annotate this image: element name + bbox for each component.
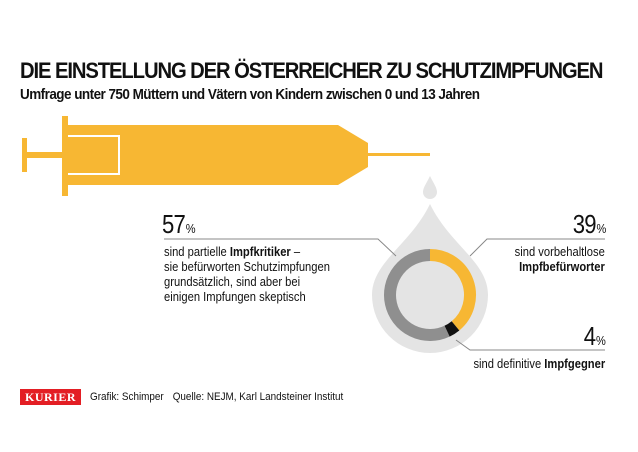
desc-impfbefuerworter: sind vorbehaltlose Impfbefürworter: [515, 244, 605, 274]
syringe-plunger-rod: [27, 152, 65, 158]
desc-emphasis: Impfbefürworter: [519, 259, 605, 274]
desc-line: grundsätzlich, sind aber bei: [164, 274, 330, 289]
syringe-plunger-marker: [118, 135, 120, 175]
pct-label-impfgegner: 4%: [583, 321, 606, 352]
pct-value: 4: [583, 321, 596, 351]
source-credit: Quelle: NEJM, Karl Landsteiner Institut: [172, 391, 344, 403]
donut-slice-1: [429, 249, 476, 331]
syringe-flange: [62, 116, 68, 196]
chart-subtitle: Umfrage unter 750 Müttern und Vätern von…: [20, 86, 480, 103]
small-drop-icon: [423, 176, 437, 199]
desc-text: sie befürworten Schutzimpfungen: [164, 259, 330, 274]
pct-symbol: %: [596, 333, 606, 348]
desc-text: sind partielle: [164, 244, 230, 259]
pct-label-impfkritiker: 57%: [162, 209, 196, 240]
pct-symbol: %: [596, 221, 606, 236]
syringe-thumb-rest: [22, 138, 27, 172]
desc-line: einigen Impfungen skeptisch: [164, 289, 330, 304]
donut-slice-2: [444, 321, 460, 337]
desc-text: sind definitive: [473, 356, 545, 371]
graphic-credit: Grafik: Schimper: [90, 391, 164, 403]
leader-line-impfkritiker: [164, 238, 397, 257]
desc-emphasis: Impfgegner: [544, 356, 605, 371]
desc-emphasis: Impfkritiker: [229, 244, 291, 259]
pct-value: 39: [572, 209, 596, 239]
donut-chart: [384, 249, 476, 341]
syringe-plunger-head-bottom: [68, 173, 118, 175]
desc-line: sind definitive Impfgegner: [473, 356, 605, 371]
credit-line: Grafik: Schimper Quelle: NEJM, Karl Lands…: [90, 391, 352, 403]
footer: KURIER Grafik: Schimper Quelle: NEJM, Kar…: [20, 389, 381, 405]
donut-slice-0: [384, 249, 450, 341]
pct-label-impfbefuerworter: 39%: [572, 209, 606, 240]
pct-symbol: %: [185, 221, 196, 236]
desc-line: sind partielle Impfkritiker –: [164, 244, 330, 259]
desc-text: sind vorbehaltlose: [514, 244, 605, 259]
desc-text: grundsätzlich, sind aber bei: [164, 274, 301, 289]
desc-impfgegner: sind definitive Impfgegner: [473, 356, 605, 371]
syringe-illustration: [22, 116, 437, 199]
pct-value: 57: [162, 209, 186, 239]
syringe-needle: [368, 153, 430, 156]
syringe-tip: [338, 125, 368, 185]
desc-impfkritiker: sind partielle Impfkritiker – sie befürwo…: [164, 244, 330, 304]
chart-title: DIE EINSTELLUNG DER ÖSTERREICHER ZU SCHU…: [20, 58, 604, 83]
desc-text: –: [290, 244, 301, 259]
leader-line-impfgegner: [455, 339, 605, 351]
syringe-plunger-head: [68, 135, 118, 137]
desc-line: sind vorbehaltlose: [515, 244, 605, 259]
desc-line: sie befürworten Schutzimpfungen: [164, 259, 330, 274]
syringe-barrel: [68, 125, 338, 185]
kurier-logo: KURIER: [20, 389, 82, 405]
leader-line-impfbefuerworter: [469, 238, 605, 257]
desc-text: einigen Impfungen skeptisch: [164, 289, 306, 304]
desc-line: Impfbefürworter: [515, 259, 605, 274]
